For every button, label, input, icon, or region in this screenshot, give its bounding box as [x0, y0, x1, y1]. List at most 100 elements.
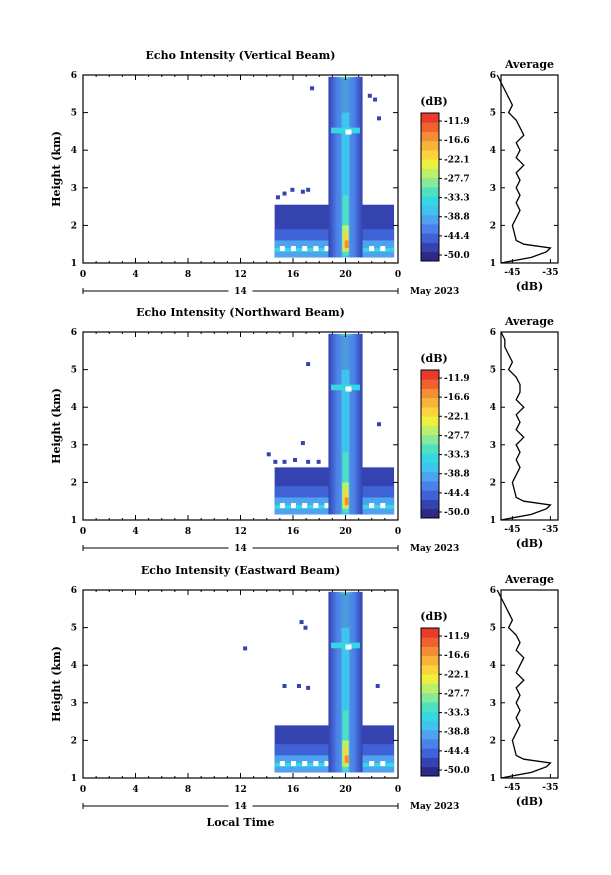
echo-max — [344, 755, 349, 763]
x-tick-label: 0 — [395, 785, 401, 795]
sparse-echo — [296, 684, 301, 688]
colorbar-swatch — [421, 748, 439, 758]
echo-plume-core — [341, 627, 350, 773]
x-axis-label: Local Time — [207, 816, 275, 829]
profile-y-tick-label: 6 — [490, 586, 496, 596]
colorbar-unit: (dB) — [420, 95, 447, 108]
colorbar-label: -44.4 — [444, 489, 470, 499]
data-gap — [324, 761, 330, 767]
chart-title: Echo Intensity (Eastward Beam) — [141, 564, 340, 577]
chart-title: Echo Intensity (Vertical Beam) — [145, 49, 335, 62]
colorbar-label: -22.1 — [444, 670, 470, 680]
data-gap — [279, 761, 285, 767]
x-tick-label: 12 — [234, 785, 247, 795]
x-tick-label: 12 — [234, 270, 247, 280]
y-tick-label: 1 — [71, 516, 77, 526]
colorbar-label: -44.4 — [444, 747, 470, 757]
date-bar-gap — [228, 542, 253, 552]
chart-title: Echo Intensity (Northward Beam) — [136, 306, 345, 319]
colorbar-swatch — [421, 187, 439, 197]
data-gap — [345, 129, 352, 135]
sparse-echo — [282, 191, 287, 196]
colorbar-swatch — [421, 140, 439, 151]
colorbar-swatch — [421, 205, 439, 216]
y-tick-label: 6 — [71, 328, 77, 338]
sparse-echo — [306, 362, 311, 367]
x-tick-label: 8 — [185, 785, 191, 795]
colorbar-swatch — [421, 720, 439, 731]
profile-y-tick-label: 4 — [490, 661, 496, 671]
data-gap — [291, 761, 297, 767]
sparse-echo — [275, 195, 280, 200]
profile-y-tick-label: 6 — [490, 71, 496, 81]
data-gap — [345, 644, 352, 650]
day-label: 14 — [234, 802, 247, 812]
colorbar-swatch — [421, 251, 439, 262]
colorbar-swatch — [421, 434, 439, 445]
sparse-echo — [273, 459, 278, 464]
sparse-echo — [266, 452, 271, 457]
sparse-echo — [282, 459, 287, 464]
profile-x-tick-label: -35 — [542, 783, 558, 793]
x-tick-label: 0 — [80, 785, 86, 795]
colorbar-label: -44.4 — [444, 232, 470, 242]
colorbar-label: -16.6 — [444, 136, 470, 146]
colorbar-swatch — [421, 471, 439, 482]
chart-panel — [82, 74, 559, 295]
data-gap — [313, 761, 319, 767]
data-gap — [313, 503, 319, 509]
profile-y-tick-label: 1 — [490, 516, 496, 526]
profile-line — [496, 589, 552, 779]
colorbar-label: -11.9 — [444, 117, 470, 127]
chart-panel — [82, 331, 559, 552]
colorbar-swatch — [421, 113, 439, 123]
month-label: May 2023 — [410, 802, 459, 812]
profile-x-label: (dB) — [516, 537, 543, 550]
y-axis-label: Height (km) — [50, 388, 63, 464]
profile-y-tick-label: 3 — [490, 441, 496, 451]
y-axis-label: Height (km) — [50, 131, 63, 207]
sparse-echo — [303, 625, 308, 630]
sparse-echo — [243, 646, 248, 651]
x-tick-label: 16 — [287, 270, 300, 280]
y-tick-label: 2 — [71, 221, 77, 231]
profile-x-tick-label: -45 — [504, 268, 520, 278]
profile-title: Average — [504, 573, 554, 586]
colorbar-swatch — [421, 453, 439, 463]
colorbar-swatch — [421, 655, 439, 666]
colorbar-label: -16.6 — [444, 651, 470, 661]
y-tick-label: 3 — [71, 184, 77, 194]
profile-title: Average — [504, 315, 554, 328]
colorbar-swatch — [421, 388, 439, 399]
y-tick-label: 4 — [71, 403, 77, 413]
sparse-echo — [300, 189, 305, 194]
data-gap — [380, 503, 386, 509]
profile-x-label: (dB) — [516, 280, 543, 293]
profile-x-tick-label: -45 — [504, 783, 520, 793]
colorbar-label: -50.0 — [444, 508, 470, 518]
data-gap — [291, 503, 297, 509]
x-tick-label: 0 — [395, 527, 401, 537]
data-gap — [279, 246, 285, 252]
colorbar-swatch — [421, 481, 439, 491]
sparse-echo — [375, 684, 380, 688]
colorbar-label: -33.3 — [444, 709, 470, 719]
profile-y-tick-label: 1 — [490, 259, 496, 269]
echo-plume-core — [341, 369, 350, 515]
data-gap — [369, 503, 375, 509]
x-tick-label: 4 — [132, 270, 138, 280]
colorbar-swatch — [421, 131, 439, 142]
profile-frame — [500, 74, 559, 264]
y-tick-label: 6 — [71, 586, 77, 596]
data-gap — [380, 761, 386, 767]
colorbar-label: -11.9 — [444, 632, 470, 642]
profile-y-tick-label: 1 — [490, 774, 496, 784]
data-gap — [302, 761, 308, 767]
echo-plume-core — [341, 112, 350, 258]
chart-panel — [82, 589, 559, 810]
profile-line — [496, 74, 552, 264]
colorbar-label: -50.0 — [444, 251, 470, 261]
colorbar-label: -38.8 — [444, 728, 470, 738]
colorbar-swatch — [421, 214, 439, 225]
profile-x-tick-label: -45 — [504, 525, 520, 535]
